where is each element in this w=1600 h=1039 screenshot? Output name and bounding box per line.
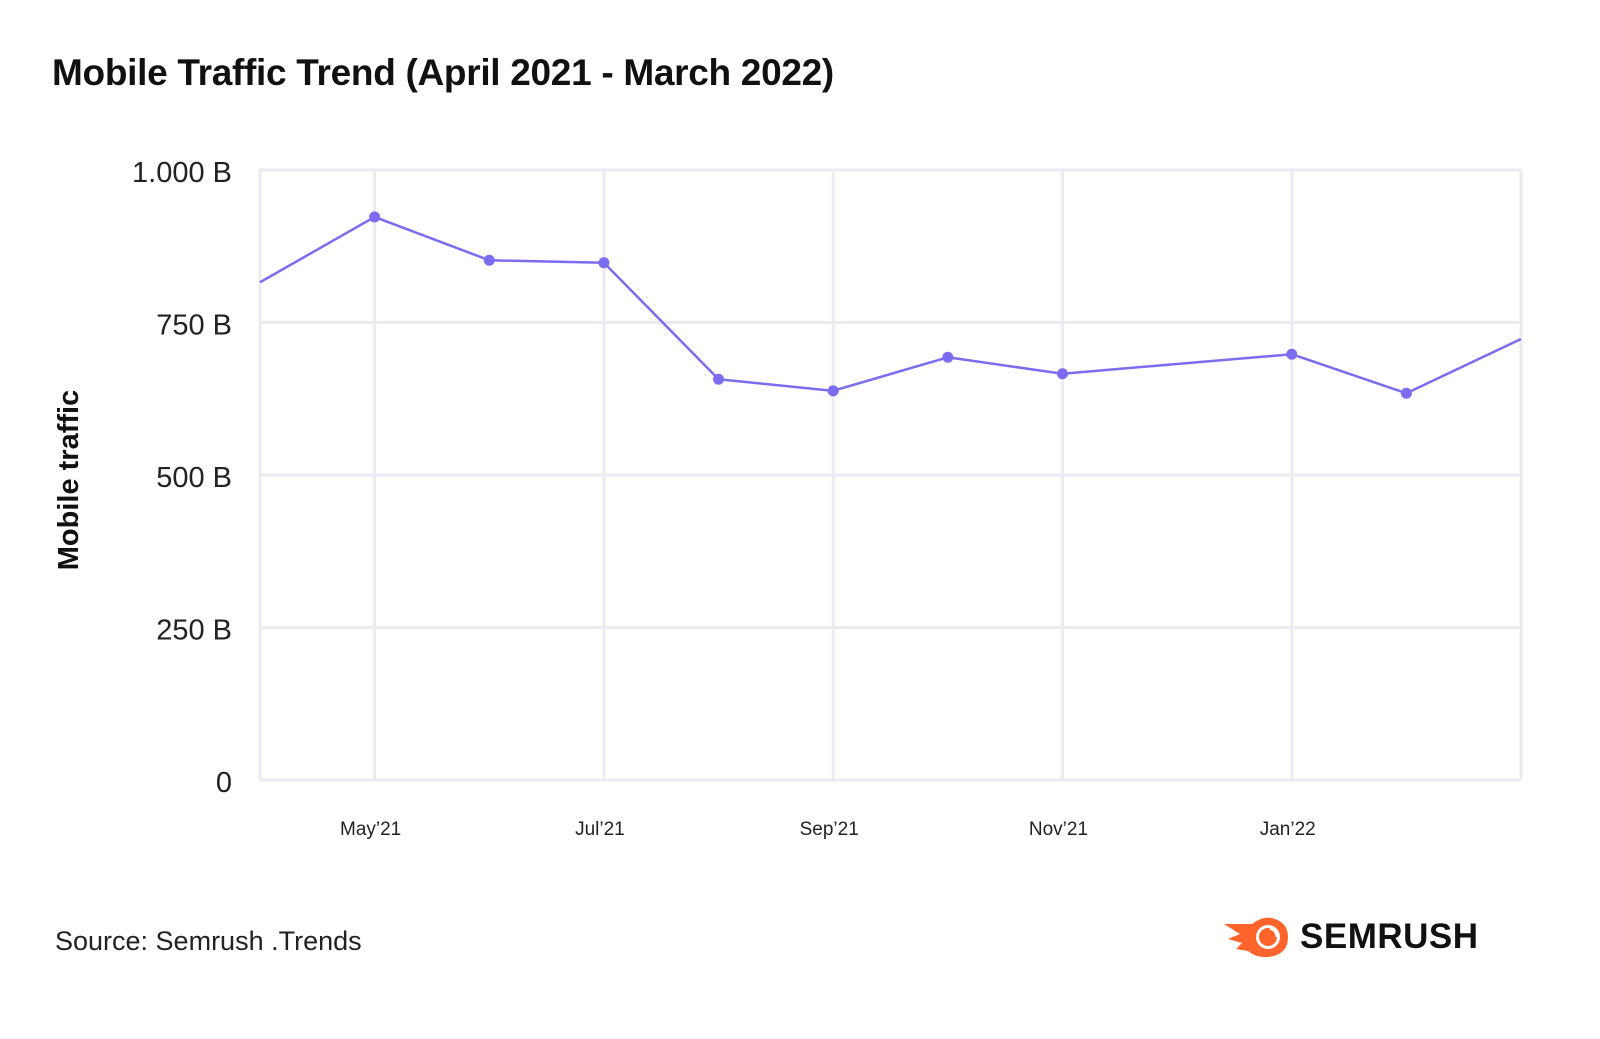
x-tick-label: Jul’21 bbox=[575, 819, 625, 840]
y-tick-label: 250 B bbox=[156, 615, 232, 647]
x-tick-label: Sep’21 bbox=[800, 819, 859, 840]
y-tick-label: 0 bbox=[216, 767, 232, 799]
y-tick-label: 750 B bbox=[156, 310, 232, 342]
series-line bbox=[259, 211, 1522, 399]
data-point bbox=[942, 351, 954, 363]
y-axis-ticks: 0 250 B 500 B 750 B 1.000 B bbox=[132, 157, 232, 799]
x-tick-label: Jan’22 bbox=[1260, 819, 1316, 840]
source-note: Source: Semrush .Trends bbox=[55, 926, 362, 956]
x-tick-label: May’21 bbox=[340, 819, 401, 840]
y-tick-label: 500 B bbox=[156, 462, 232, 494]
x-tick-label: Nov’21 bbox=[1029, 819, 1088, 840]
chart-title: Mobile Traffic Trend (April 2021 - March… bbox=[52, 52, 834, 93]
data-point bbox=[598, 257, 610, 269]
semrush-logo: SEMRUSH bbox=[1222, 915, 1479, 959]
data-point bbox=[1400, 387, 1412, 399]
semrush-fireball-icon bbox=[1224, 917, 1288, 958]
x-axis-ticks: May’21 Jul’21 Sep’21 Nov’21 Jan’22 bbox=[340, 819, 1316, 840]
data-point bbox=[369, 211, 381, 223]
grid bbox=[258, 168, 1523, 782]
data-point bbox=[483, 254, 495, 266]
series-line-path bbox=[259, 215, 1522, 395]
data-point bbox=[827, 385, 839, 397]
data-point bbox=[1056, 368, 1068, 380]
y-axis-label: Mobile traffic bbox=[53, 390, 85, 570]
brand-name: SEMRUSH bbox=[1300, 917, 1479, 956]
data-point bbox=[713, 373, 725, 385]
y-tick-label: 1.000 B bbox=[132, 157, 232, 189]
data-point bbox=[1286, 348, 1298, 360]
